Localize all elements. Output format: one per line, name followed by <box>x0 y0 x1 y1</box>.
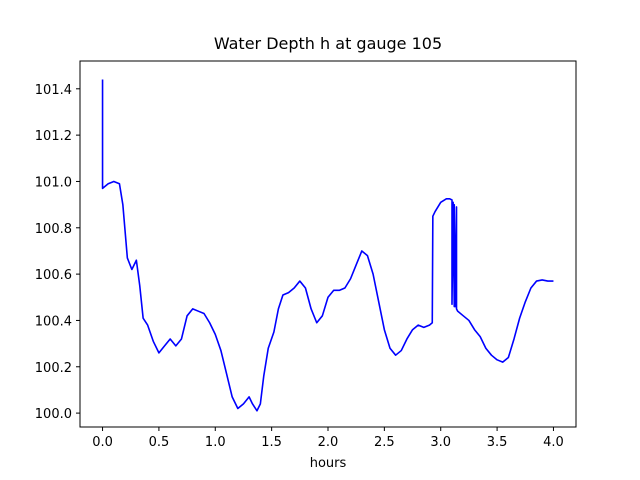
x-tick-label: 2.5 <box>374 435 395 450</box>
y-tick-label: 100.4 <box>35 314 72 329</box>
x-tick-label: 1.5 <box>261 435 282 450</box>
y-tick-label: 101.4 <box>35 83 72 98</box>
y-tick-label: 100.0 <box>35 407 72 422</box>
y-tick-label: 101.2 <box>35 129 72 144</box>
x-tick-label: 4.0 <box>543 435 564 450</box>
x-tick-label: 0.0 <box>92 435 113 450</box>
x-tick-label: 3.0 <box>430 435 451 450</box>
y-tick-label: 100.6 <box>35 268 72 283</box>
plot-area: 0.0 0.5 1.0 1.5 2.0 2.5 3.0 3.5 4.0 100.0 100.2 100… <box>35 60 577 450</box>
y-tick-label: 101.0 <box>35 175 72 190</box>
y-tick-label: 100.2 <box>35 361 72 376</box>
x-tick-label: 1.0 <box>205 435 226 450</box>
y-tick-label: 100.8 <box>35 222 72 237</box>
chart-title: Water Depth h at gauge 105 <box>214 34 442 53</box>
x-axis-label: hours <box>310 456 347 471</box>
series-line-0 <box>101 79 554 412</box>
x-tick-label: 3.5 <box>487 435 508 450</box>
x-tick-label: 0.5 <box>149 435 170 450</box>
x-tick-label: 2.0 <box>318 435 339 450</box>
